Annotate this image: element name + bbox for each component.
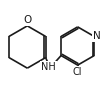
Text: Cl: Cl [73,67,82,77]
Text: O: O [23,15,31,25]
Text: NH: NH [41,62,56,72]
Text: N: N [93,31,101,41]
